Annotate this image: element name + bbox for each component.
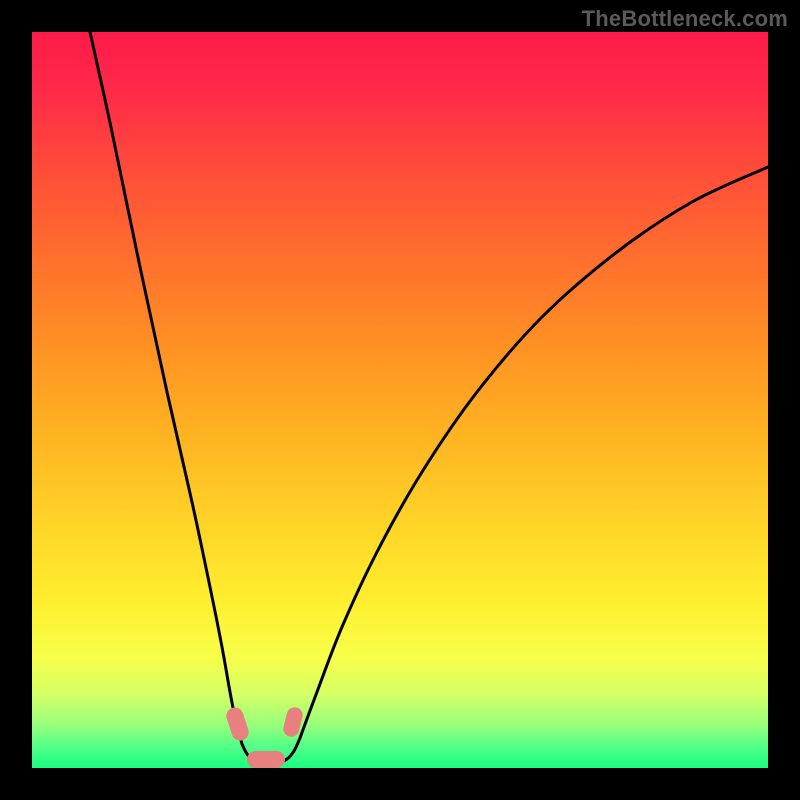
- watermark-text: TheBottleneck.com: [582, 6, 788, 32]
- chart-frame: [32, 32, 768, 768]
- marker-bottom: [247, 751, 285, 768]
- chart-background-gradient: [32, 32, 768, 768]
